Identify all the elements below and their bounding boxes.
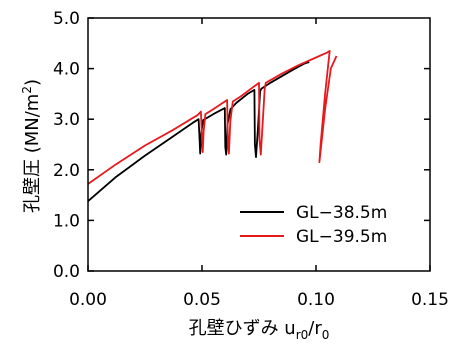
- x-axis-label: 孔壁ひずみ ur0/r0: [189, 318, 330, 342]
- x-tick-label: 0.00: [69, 290, 107, 310]
- x-axis: 0.00 0.05 0.10 0.15: [69, 18, 449, 310]
- y-tick-label: 0.0: [53, 262, 80, 282]
- plot-frame: [87, 17, 431, 272]
- series-line-0: [88, 61, 310, 202]
- legend: GL−38.5m GL−39.5m: [240, 203, 387, 247]
- legend-label-gl-39-5m: GL−39.5m: [296, 227, 387, 247]
- y-tick-label: 5.0: [53, 9, 80, 29]
- x-tick-label: 0.10: [297, 290, 335, 310]
- legend-label-gl-38-5m: GL−38.5m: [296, 203, 387, 223]
- y-tick-label: 1.0: [53, 211, 80, 231]
- y-tick-label: 2.0: [53, 161, 80, 181]
- y-axis: 0.0 1.0 2.0 3.0 4.0 5.0: [53, 9, 430, 282]
- x-tick-label: 0.05: [183, 290, 221, 310]
- y-axis-label: 孔壁圧 (MN/m2): [20, 79, 43, 213]
- y-tick-label: 4.0: [53, 60, 80, 80]
- series-layer: [88, 50, 338, 202]
- x-tick-label: 0.15: [411, 290, 449, 310]
- y-tick-label: 3.0: [53, 110, 80, 130]
- series-line-1: [88, 50, 338, 185]
